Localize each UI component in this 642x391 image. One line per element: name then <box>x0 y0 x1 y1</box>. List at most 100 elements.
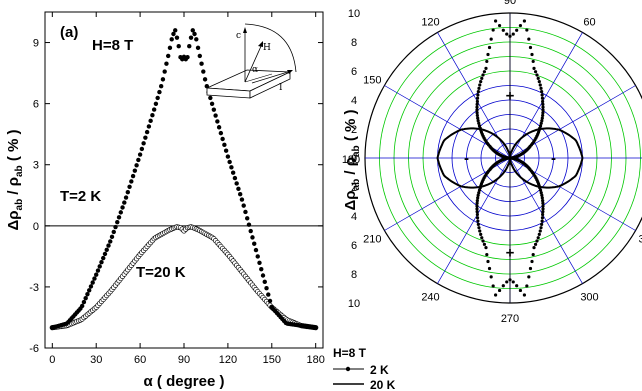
polar-point-2k <box>540 219 544 223</box>
polar-point-2k <box>541 212 545 217</box>
polar-point-2k <box>533 70 538 74</box>
radius-tick-label-lower: 2 <box>351 182 357 194</box>
data-point-2k <box>248 228 253 234</box>
polar-point-2k <box>541 210 545 214</box>
data-point-2k <box>109 234 115 240</box>
x-tick-label: 30 <box>90 354 102 366</box>
polar-point-2k <box>541 111 545 115</box>
sign-mark: + <box>506 88 515 105</box>
angle-tick-label: 210 <box>363 234 381 246</box>
x-axis-label: α ( degree ) <box>144 373 225 390</box>
data-point-2k <box>113 224 118 230</box>
rotation-arc <box>244 23 297 73</box>
data-point-2k <box>137 152 143 157</box>
polar-series-20k <box>436 127 584 189</box>
sign-mark: - <box>464 150 469 167</box>
polar-point-2k <box>532 66 536 70</box>
polar-point-2k <box>475 201 479 205</box>
data-point-2k <box>111 229 116 235</box>
polar-point-2k <box>538 188 543 192</box>
polar-point-2k <box>494 293 498 297</box>
data-point-2k <box>232 175 238 181</box>
polar-point-2k <box>475 216 480 220</box>
polar-point-2k <box>476 119 480 123</box>
polar-point-2k <box>541 113 545 118</box>
polar-point-2k <box>478 83 482 87</box>
y-tick-label: 9 <box>33 38 39 50</box>
data-point-2k <box>155 95 160 101</box>
data-point-2k <box>160 77 166 82</box>
polar-point-2k <box>536 236 540 240</box>
polar-point-2k <box>540 116 544 120</box>
polar-point-2k <box>478 229 482 233</box>
polar-point-2k <box>511 32 515 36</box>
polar-point-2k <box>479 80 483 84</box>
field-annotation: H=8 T <box>92 37 133 54</box>
y-tick-label: -6 <box>29 343 39 355</box>
inset-i-label: I <box>279 83 283 93</box>
polar-point-2k <box>475 111 479 115</box>
polar-point-2k <box>535 73 539 77</box>
data-point-2k <box>85 292 90 297</box>
polar-point-2k <box>539 86 543 90</box>
data-point-2k <box>216 125 222 130</box>
polar-point-2k <box>538 124 543 128</box>
data-point-2k <box>229 165 234 170</box>
data-point-2k <box>255 254 260 259</box>
polar-point-2k <box>537 80 541 84</box>
data-point-2k <box>218 130 224 136</box>
polar-point-2k <box>477 191 481 195</box>
polar-y-axis-label: Δρab / ρab ( % ) <box>342 109 362 210</box>
polar-point-2k <box>530 259 534 264</box>
data-point-2k <box>167 45 173 51</box>
data-point-2k <box>90 280 95 285</box>
polar-point-2k <box>475 96 480 100</box>
polar-point-2k <box>539 226 543 230</box>
radius-tick-label-lower: 10 <box>348 298 360 310</box>
polar-point-2k <box>541 99 545 104</box>
data-point-2k <box>222 142 227 148</box>
data-point-2k <box>125 189 131 195</box>
polar-point-2k <box>541 204 545 208</box>
polar-point-2k <box>475 108 479 112</box>
polar-point-2k <box>478 186 482 190</box>
polar-chart: 9060300330300270240210180150120 10864202… <box>333 0 642 391</box>
data-point-2k <box>259 266 264 272</box>
t-20k-annotation: T=20 K <box>136 264 186 281</box>
polar-point-2k <box>487 45 492 50</box>
polar-point-2k <box>541 207 545 211</box>
radius-tick-label-upper: 4 <box>351 95 357 107</box>
angle-tick-label: 300 <box>580 292 598 304</box>
data-point-2k <box>130 173 136 179</box>
panel-label: (a) <box>60 24 78 41</box>
radius-tick-label-upper: 2 <box>351 124 357 136</box>
inset-alpha-label: α <box>252 65 258 75</box>
data-point-2k <box>165 53 171 59</box>
data-point-2k <box>169 37 174 42</box>
sign-mark: - <box>551 150 556 167</box>
data-point-2k <box>241 203 246 208</box>
polar-point-2k <box>540 93 544 97</box>
polar-point-2k <box>541 201 545 205</box>
polar-point-2k <box>482 242 487 246</box>
polar-point-2k <box>527 275 531 279</box>
data-point-2k <box>236 186 241 192</box>
polar-point-2k <box>501 28 505 32</box>
data-point-2k <box>127 184 132 190</box>
polar-point-2k <box>539 121 543 125</box>
radius-tick-label-upper: 6 <box>351 66 357 78</box>
polar-point-2k <box>484 66 488 70</box>
polar-point-2k <box>538 229 542 233</box>
field-projection-line <box>244 73 273 83</box>
data-point-2k <box>151 107 157 112</box>
data-point-2k <box>202 77 208 82</box>
data-point-2k <box>157 89 162 95</box>
y-axis-ticks: -6 -3 0 3 6 9 <box>29 38 323 355</box>
polar-point-2k <box>527 37 531 41</box>
series-2k-points <box>50 28 318 330</box>
polar-point-2k <box>540 196 544 200</box>
current-arrow-head <box>287 70 293 74</box>
data-point-2k <box>97 264 102 269</box>
x-tick-label: 60 <box>134 354 146 366</box>
